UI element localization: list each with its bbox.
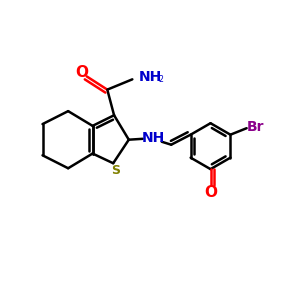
Text: O: O	[75, 65, 88, 80]
Text: S: S	[111, 164, 120, 177]
Text: NH: NH	[139, 70, 162, 84]
Text: Br: Br	[247, 120, 264, 134]
Text: $_2$: $_2$	[158, 74, 164, 86]
Text: O: O	[204, 185, 217, 200]
Text: NH: NH	[141, 131, 165, 145]
